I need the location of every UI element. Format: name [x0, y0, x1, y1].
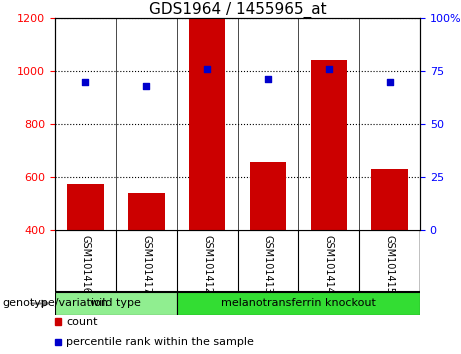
Text: GSM101413: GSM101413 — [263, 235, 273, 294]
Text: percentile rank within the sample: percentile rank within the sample — [66, 337, 254, 347]
Bar — [177, 292, 420, 315]
Text: GSM101414: GSM101414 — [324, 235, 334, 294]
Text: count: count — [66, 316, 97, 326]
Bar — [311, 61, 347, 230]
Point — [142, 83, 150, 88]
Point — [386, 79, 393, 85]
Point — [82, 79, 89, 85]
Text: GSM101412: GSM101412 — [202, 235, 212, 294]
Bar — [189, 18, 225, 230]
Bar — [371, 169, 408, 230]
Bar — [55, 292, 177, 315]
Bar — [250, 162, 286, 230]
Bar — [67, 184, 104, 230]
Text: melanotransferrin knockout: melanotransferrin knockout — [221, 298, 376, 308]
Title: GDS1964 / 1455965_at: GDS1964 / 1455965_at — [149, 2, 326, 18]
Point — [325, 66, 332, 72]
Text: wild type: wild type — [90, 298, 141, 308]
Text: genotype/variation: genotype/variation — [2, 298, 108, 308]
Point — [264, 77, 272, 82]
Text: GSM101415: GSM101415 — [384, 235, 395, 294]
Point — [203, 66, 211, 72]
Bar — [128, 193, 165, 230]
Text: GSM101417: GSM101417 — [141, 235, 151, 294]
Text: GSM101416: GSM101416 — [80, 235, 90, 294]
